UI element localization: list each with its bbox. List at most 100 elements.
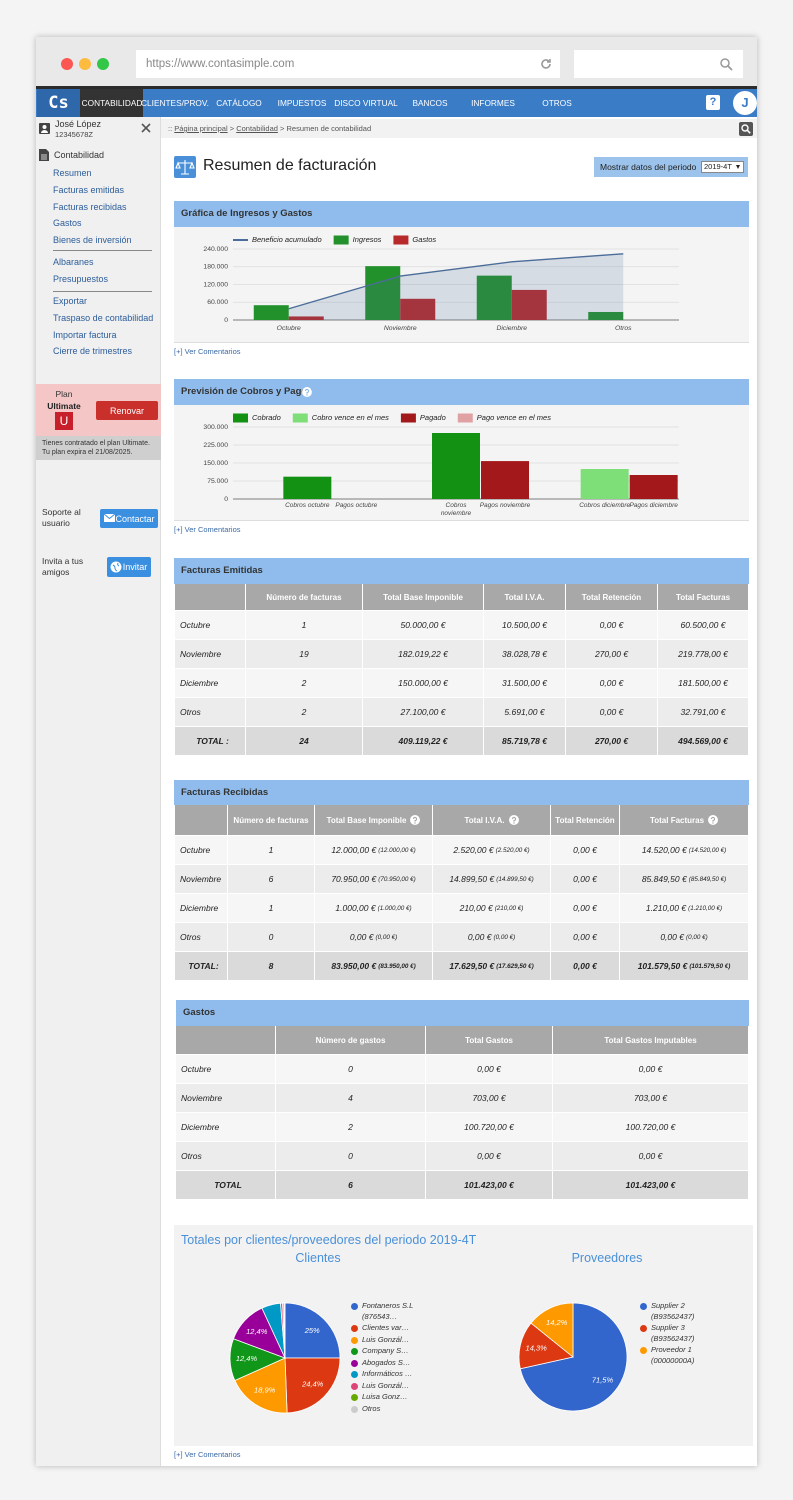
panel-body	[174, 227, 749, 343]
slice-label: 14,3%	[526, 1343, 548, 1352]
cell-value: TOTAL :	[196, 736, 229, 746]
reload-icon[interactable]	[539, 57, 553, 71]
title-icon	[174, 156, 196, 178]
renew-button[interactable]: Renovar	[96, 401, 158, 420]
cell-value: 12.000,00 €	[331, 845, 377, 855]
breadcrumb-separator: >	[280, 124, 285, 133]
nav-item[interactable]: DISCO VIRTUAL	[334, 98, 398, 108]
cell-value: 2	[301, 678, 307, 688]
cell-value: 0,00 €	[599, 678, 624, 688]
cell-value: 60.500,00 €	[680, 620, 726, 630]
nav-item[interactable]: CONTABILIDAD	[81, 98, 143, 108]
url-bar[interactable]: https://www.contasimple.com	[136, 50, 560, 78]
header-text: Total Base Imponible	[383, 592, 463, 602]
sidebar-link[interactable]: Resumen	[53, 168, 92, 178]
column-header	[175, 805, 228, 836]
header-text: Total Base Imponible	[326, 815, 407, 825]
cell-value: 1	[268, 903, 274, 913]
legend-item: Clientes var…	[351, 1323, 421, 1334]
nav-item[interactable]: CLIENTES/PROV.	[141, 98, 209, 108]
x-tick-label: Octubre	[277, 325, 301, 332]
cell-value: 31.500,00 €	[502, 678, 547, 688]
legend-swatch	[393, 235, 409, 245]
search-button[interactable]	[739, 122, 753, 136]
table-cell: 270,00 €	[566, 727, 658, 756]
table-cell: Octubre	[176, 1055, 276, 1084]
legend-label: Clientes var…	[362, 1323, 410, 1332]
legend-item: Luis Gonzál…	[351, 1381, 421, 1392]
cell-subvalue: (70.950,00 €)	[378, 875, 416, 883]
legend-label: Pagado	[420, 413, 446, 422]
plan-name: Ultimate	[47, 401, 81, 411]
table-cell: 0	[276, 1055, 426, 1084]
table-cell: 494.569,00 €	[658, 727, 749, 756]
cell-value: 703,00 €	[472, 1093, 506, 1103]
table-cell: 12.000,00 € (12.000,00 €)	[315, 836, 433, 865]
minimize-dot[interactable]	[79, 58, 91, 70]
sidebar-link[interactable]: Facturas emitidas	[53, 185, 125, 195]
slice-label: 14,2%	[546, 1318, 568, 1327]
sidebar	[36, 117, 161, 1466]
nav-item[interactable]: BANCOS	[412, 98, 448, 108]
comments-link[interactable]: [+] Ver Comentarios	[174, 347, 241, 356]
cell-value: 10.500,00 €	[502, 620, 547, 630]
sidebar-link[interactable]: Traspaso de contabilidad	[53, 313, 154, 323]
header-text: Total Gastos	[465, 1035, 513, 1045]
legend-item: Fontaneros S.L (876543…	[351, 1301, 421, 1322]
table-cell: 2.520,00 € (2.520,00 €)	[433, 836, 551, 865]
column-header: Total Retención	[551, 805, 620, 836]
sidebar-link[interactable]: Presupuestos	[53, 274, 109, 284]
cell-value: 6	[348, 1180, 353, 1190]
breadcrumb-link[interactable]: Contabilidad	[236, 124, 278, 133]
logo[interactable]: Cs	[37, 89, 80, 117]
maximize-dot[interactable]	[97, 58, 109, 70]
period-select[interactable]: 2019-4T	[701, 161, 744, 173]
help-button[interactable]: ?	[706, 95, 720, 110]
sidebar-link[interactable]: Exportar	[53, 296, 88, 306]
cell-subvalue: (14.520,00 €)	[688, 846, 727, 854]
nav-item[interactable]: OTROS	[542, 98, 572, 108]
column-header: Total Gastos Imputables	[553, 1026, 749, 1055]
table-cell: 50.000,00 €	[363, 611, 484, 640]
legend-item: Abogados S…	[351, 1358, 421, 1369]
tools-icon[interactable]	[140, 122, 152, 134]
pie-slice	[283, 1302, 286, 1359]
comments-link[interactable]: [+] Ver Comentarios	[174, 1450, 241, 1459]
breadcrumb-link[interactable]: Página principal	[174, 124, 228, 133]
cell-subvalue: (1.210,00 €)	[688, 904, 723, 912]
invite-text: Invita a tus amigos	[42, 556, 84, 577]
column-header: Número de gastos	[276, 1026, 426, 1055]
sidebar-link[interactable]: Cierre de trimestres	[53, 346, 133, 356]
breadcrumb-separator: >	[229, 124, 235, 133]
sidebar-link[interactable]: Facturas recibidas	[53, 202, 127, 212]
nav-item[interactable]: INFORMES	[471, 98, 515, 108]
nav-item[interactable]: IMPUESTOS	[277, 98, 327, 108]
sidebar-link[interactable]: Albaranes	[53, 257, 94, 267]
sidebar-link[interactable]: Importar factura	[53, 330, 117, 340]
sidebar-link[interactable]: Gastos	[53, 218, 82, 228]
search-icon	[720, 58, 733, 71]
pie-slice	[284, 1302, 341, 1359]
legend-swatch	[351, 1336, 358, 1344]
legend-swatch	[351, 1371, 358, 1378]
header-text: Total Facturas	[675, 592, 731, 602]
cell-value: 0,00 €	[638, 1064, 663, 1074]
table-cell: 24	[246, 727, 363, 756]
search-bar[interactable]	[574, 50, 743, 78]
help-icon[interactable]	[302, 387, 312, 397]
sidebar-link[interactable]: Bienes de inversión	[53, 235, 132, 245]
close-dot[interactable]	[61, 58, 73, 70]
table-cell: 1.210,00 € (1.210,00 €)	[620, 894, 749, 923]
table-cell: 0,00 € (0,00 €)	[433, 923, 551, 952]
cell-value: 0,00 €	[660, 932, 684, 942]
contact-button[interactable]: Contactar	[100, 509, 158, 528]
legend-item: Supplier 2 (B93562437)	[640, 1301, 710, 1322]
x-tick-label: Pagos noviembre	[479, 502, 531, 509]
avatar[interactable]: J	[733, 91, 757, 115]
cell-subvalue: (83.950,00 €)	[378, 962, 416, 970]
legend-swatch	[457, 413, 473, 423]
table-cell: 0	[228, 923, 315, 952]
nav-item[interactable]: CATÁLOGO	[216, 98, 262, 108]
comments-link[interactable]: [+] Ver Comentarios	[174, 525, 241, 534]
cell-value: Diciembre	[180, 903, 219, 913]
